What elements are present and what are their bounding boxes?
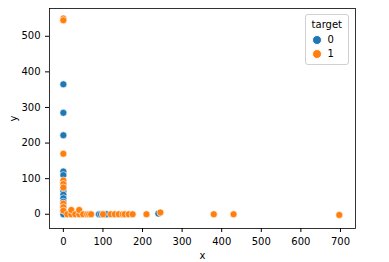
svg-text:300: 300	[173, 236, 192, 247]
svg-text:x: x	[200, 250, 206, 261]
svg-text:100: 100	[93, 236, 112, 247]
svg-text:400: 400	[212, 236, 231, 247]
svg-text:400: 400	[21, 66, 40, 77]
html-text:0: 0	[327, 34, 334, 45]
svg-text:y: y	[8, 115, 19, 121]
svg-text:300: 300	[21, 102, 40, 113]
svg-text:0: 0	[34, 208, 40, 219]
svg-text:200: 200	[21, 137, 40, 148]
svg-text:200: 200	[133, 236, 152, 247]
svg-text:500: 500	[21, 30, 40, 41]
svg-text:600: 600	[291, 236, 310, 247]
svg-text:0: 0	[60, 236, 66, 247]
svg-text:100: 100	[21, 173, 40, 184]
svg-text:500: 500	[252, 236, 271, 247]
svg-text:700: 700	[331, 236, 350, 247]
html-text:1: 1	[327, 48, 334, 59]
html-text:target: target	[311, 19, 342, 30]
